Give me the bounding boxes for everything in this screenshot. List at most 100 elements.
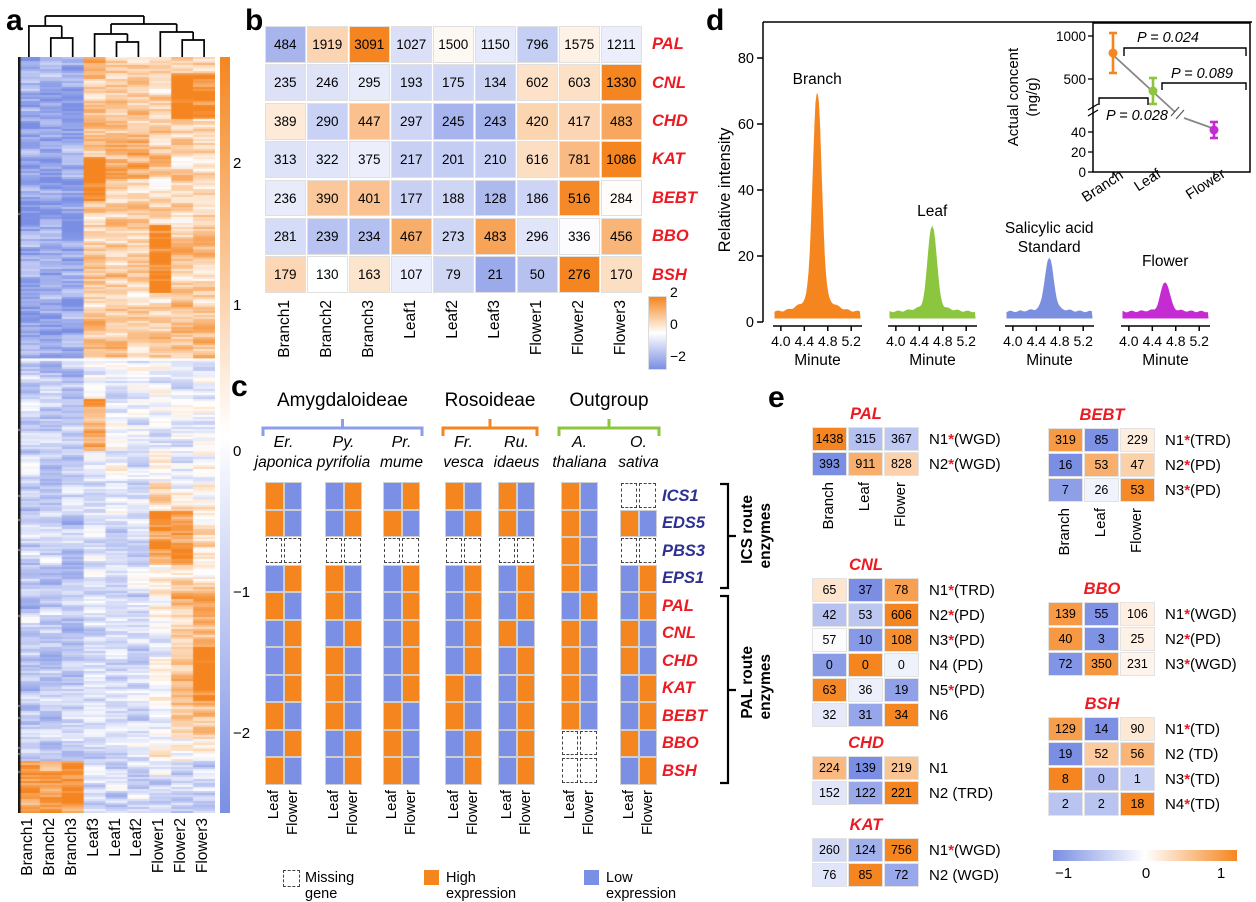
heatmap-cell: 273 — [433, 218, 474, 255]
colorbar-tick-label: 2 — [670, 284, 678, 300]
tissue-label: Leaf — [445, 790, 462, 820]
dendrogram-path — [28, 15, 205, 57]
species-abbr: Py. — [332, 434, 355, 451]
y-tick-label: 60 — [738, 117, 754, 133]
clade-name: Amygdaloideae — [277, 390, 408, 411]
gene-row-label: BEBT — [652, 188, 697, 207]
axis-break-icon — [1087, 103, 1099, 117]
heatmap-cell: 235 — [265, 64, 306, 102]
low-expression-cell — [516, 619, 535, 647]
column-label: Flower2 — [570, 300, 587, 356]
duplication-type: (TD) — [1190, 770, 1221, 788]
high-expression-cell — [283, 729, 302, 757]
paralog-heatmap-cell: 72 — [884, 863, 919, 887]
heatmap-cell: 417 — [559, 102, 600, 140]
high-expression-cell — [445, 702, 464, 730]
paralog-row-label: N5*(PD) — [929, 682, 985, 699]
heatmap-cell: 79 — [433, 256, 474, 294]
colorbar-tick-label: −2 — [670, 348, 686, 364]
paralog-heatmap-cell: 911 — [848, 452, 883, 476]
high-expression-cell — [620, 647, 639, 675]
species-epithet: vesca — [443, 454, 484, 471]
heatmap-cell: 186 — [517, 179, 558, 217]
low-expression-cell — [620, 564, 639, 592]
paralog-heatmap-cell: 1438 — [812, 427, 847, 451]
duplication-type: (PD) — [1190, 481, 1221, 499]
column-label: Branch — [820, 482, 837, 530]
low-expression-cell — [620, 757, 639, 785]
peak-flower — [1122, 282, 1209, 319]
paralog-heatmap-cell: 56 — [1120, 742, 1155, 766]
high-expression-cell — [638, 674, 657, 702]
column-label: Branch1 — [276, 300, 293, 358]
paralog-heatmap-cell: 367 — [884, 427, 919, 451]
tissue-label: Leaf — [265, 790, 282, 820]
paralog-heatmap-cell: 53 — [1084, 453, 1119, 477]
low-expression-cell — [265, 619, 284, 647]
low-expression-cell — [498, 564, 517, 592]
x-tick-label: 4.0 — [1119, 333, 1139, 349]
colorbar-tick-label: −1 — [233, 584, 251, 601]
column-label: Branch3 — [360, 300, 377, 358]
paralog-row-label: N1*(TRD) — [929, 582, 995, 599]
paralog-heatmap-cell: 26 — [1084, 478, 1119, 502]
paralog-name: N4 — [1165, 795, 1185, 813]
high-expression-cell — [383, 757, 402, 785]
heatmap-cell: 484 — [265, 26, 306, 63]
paralog-heatmap-cell: 31 — [848, 703, 883, 727]
paralog-heatmap-cell: 122 — [848, 781, 883, 805]
x-tick-label: 4.8 — [1050, 333, 1070, 349]
heatmap-cell: 1150 — [475, 26, 516, 63]
paralog-heatmap-cell: 53 — [848, 603, 883, 627]
low-expression-cell — [401, 757, 420, 785]
duplication-type: (PD) — [954, 631, 985, 649]
paralog-row-label: N4*(TD) — [1165, 796, 1220, 813]
paralog-heatmap-cell: 3 — [1084, 627, 1119, 651]
paralog-name: N1 — [1165, 431, 1185, 449]
x-axis-title: Minute — [1142, 352, 1189, 369]
gene-table-title: BSH — [1084, 695, 1120, 713]
low-expression-cell — [401, 509, 420, 537]
low-expression-cell — [638, 509, 657, 537]
missing-gene-cell — [639, 538, 656, 563]
route-label-line2: enzymes — [757, 654, 774, 720]
column-label: Leaf3 — [486, 300, 503, 339]
inset-y-axis-title-units: (ng/g) — [1024, 77, 1041, 116]
species-abbr: Ru. — [504, 434, 529, 451]
high-expression-cell — [579, 592, 598, 620]
low-expression-cell — [265, 674, 284, 702]
inset-y-tick-label: 20 — [1071, 145, 1086, 160]
paralog-heatmap-cell: 7 — [1048, 478, 1083, 502]
column-dendrogram — [28, 15, 205, 57]
low-expression-cell — [498, 729, 517, 757]
data-point-branch — [1108, 48, 1118, 58]
colorbar-tick-label: 2 — [233, 155, 242, 172]
gene-label: EDS5 — [662, 514, 706, 533]
low-expression-cell — [325, 619, 344, 647]
trend-line — [1183, 117, 1213, 129]
tissue-label: Leaf — [561, 790, 578, 820]
column-label: Flower3 — [194, 818, 212, 874]
high-expression-cell — [445, 482, 464, 510]
paralog-row-label: N6 — [929, 707, 948, 724]
low-expression-cell — [579, 674, 598, 702]
paralog-name: N2 — [929, 606, 949, 624]
panel-e-colorbar — [1053, 850, 1237, 861]
paralog-heatmap-cell: 2 — [1084, 792, 1119, 816]
low-expression-cell — [383, 647, 402, 675]
species-abbr: Fr. — [454, 434, 473, 451]
x-tick-label: 4.8 — [933, 333, 953, 349]
high-expression-cell — [401, 647, 420, 675]
gene-table-title: CHD — [848, 734, 884, 752]
x-tick-label: 4.8 — [1166, 333, 1186, 349]
missing-gene-cell — [464, 538, 481, 563]
species-epithet: japonica — [254, 454, 313, 471]
paralog-heatmap-cell: 32 — [812, 703, 847, 727]
paralog-heatmap-cell: 19 — [1048, 742, 1083, 766]
low-expression-cell — [283, 592, 302, 620]
paralog-heatmap-cell: 606 — [884, 603, 919, 627]
species-epithet: idaeus — [493, 454, 540, 471]
peak-leaf — [889, 225, 976, 319]
paralog-heatmap-cell: 36 — [848, 678, 883, 702]
x-axis-title: Minute — [1026, 352, 1073, 369]
